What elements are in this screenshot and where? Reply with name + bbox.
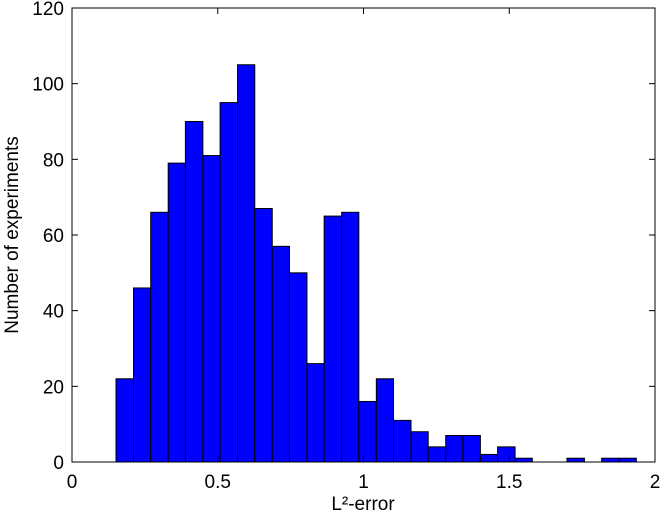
bar (358, 400, 377, 463)
bar (237, 64, 256, 463)
bar (393, 419, 412, 463)
bar (410, 431, 429, 463)
bar (445, 435, 464, 463)
bar (219, 102, 239, 463)
bar (184, 121, 204, 463)
bar (601, 457, 620, 463)
x-tick-label: 1.5 (496, 472, 522, 493)
bar (306, 363, 325, 463)
y-tick-label: 80 (43, 150, 64, 171)
bar (323, 215, 343, 463)
bar (202, 155, 221, 463)
bar (133, 287, 152, 463)
bar (288, 272, 308, 463)
y-tick-label: 0 (53, 453, 64, 474)
bar (427, 446, 447, 463)
y-tick-label: 40 (43, 302, 64, 323)
bar (115, 378, 135, 463)
bar (271, 245, 290, 463)
x-tick-label: 2 (650, 472, 661, 493)
x-tick-label: 0 (67, 472, 78, 493)
bar (514, 457, 533, 463)
x-tick-label: 0.5 (205, 472, 231, 493)
bar (497, 446, 516, 463)
y-tick-label: 100 (32, 75, 64, 96)
bar (566, 457, 585, 463)
bar (341, 211, 360, 463)
x-tick-label: 1 (358, 472, 369, 493)
y-axis-label: Number of experiments (2, 136, 23, 333)
x-axis-label: L²-error (331, 494, 395, 515)
bar (254, 208, 273, 463)
bar (150, 211, 169, 463)
bar (462, 435, 481, 463)
y-tick-label: 60 (43, 226, 64, 247)
y-tick-label: 120 (32, 0, 64, 20)
bar (167, 162, 186, 463)
y-tick-label: 20 (43, 377, 64, 398)
bar (618, 457, 637, 463)
bar (375, 378, 395, 463)
bar (479, 453, 499, 463)
